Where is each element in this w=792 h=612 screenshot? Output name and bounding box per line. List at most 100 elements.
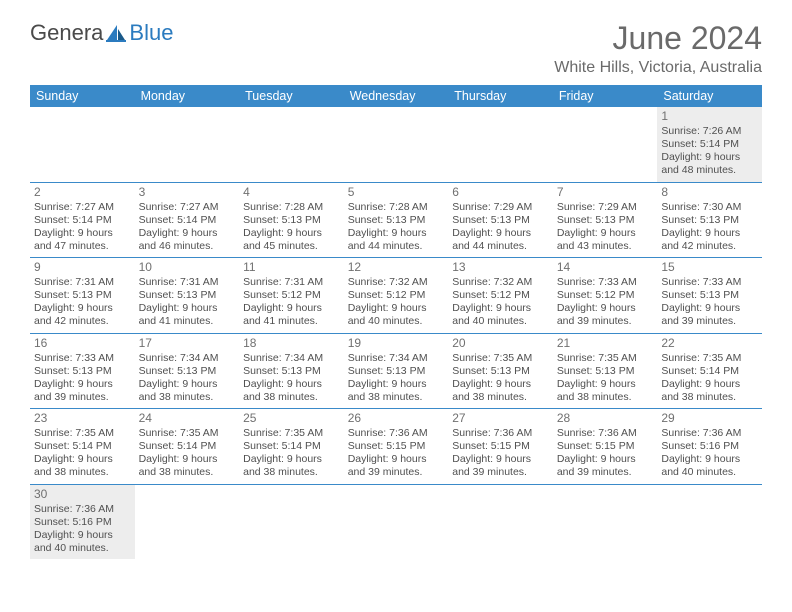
daylight-text: Daylight: 9 hours — [139, 378, 236, 391]
daylight-text: Daylight: 9 hours — [557, 453, 654, 466]
calendar-day-cell — [30, 107, 135, 182]
title-block: June 2024 White Hills, Victoria, Austral… — [554, 20, 762, 77]
day-number: 21 — [557, 336, 654, 351]
daylight-text: and 43 minutes. — [557, 240, 654, 253]
logo-sail-icon — [105, 23, 127, 43]
calendar-day-cell — [657, 484, 762, 559]
sunset-text: Sunset: 5:13 PM — [557, 365, 654, 378]
sunset-text: Sunset: 5:12 PM — [348, 289, 445, 302]
daylight-text: Daylight: 9 hours — [452, 378, 549, 391]
calendar-day-cell: 18Sunrise: 7:34 AMSunset: 5:13 PMDayligh… — [239, 333, 344, 409]
calendar-day-cell — [448, 484, 553, 559]
sunset-text: Sunset: 5:13 PM — [348, 365, 445, 378]
sunset-text: Sunset: 5:16 PM — [34, 516, 131, 529]
daylight-text: and 40 minutes. — [34, 542, 131, 555]
sunrise-text: Sunrise: 7:28 AM — [243, 201, 340, 214]
calendar-day-cell: 22Sunrise: 7:35 AMSunset: 5:14 PMDayligh… — [657, 333, 762, 409]
daylight-text: and 39 minutes. — [557, 466, 654, 479]
daylight-text: Daylight: 9 hours — [661, 227, 758, 240]
day-number: 19 — [348, 336, 445, 351]
day-number: 27 — [452, 411, 549, 426]
daylight-text: and 40 minutes. — [661, 466, 758, 479]
daylight-text: and 47 minutes. — [34, 240, 131, 253]
day-number: 23 — [34, 411, 131, 426]
logo-text-1: Genera — [30, 20, 103, 46]
calendar-table: SundayMondayTuesdayWednesdayThursdayFrid… — [30, 85, 762, 559]
sunrise-text: Sunrise: 7:31 AM — [243, 276, 340, 289]
calendar-day-cell — [553, 107, 658, 182]
day-number: 9 — [34, 260, 131, 275]
sunrise-text: Sunrise: 7:36 AM — [452, 427, 549, 440]
calendar-day-cell — [344, 484, 449, 559]
calendar-day-cell — [239, 484, 344, 559]
sunrise-text: Sunrise: 7:36 AM — [348, 427, 445, 440]
daylight-text: Daylight: 9 hours — [661, 302, 758, 315]
sunset-text: Sunset: 5:13 PM — [452, 214, 549, 227]
daylight-text: and 40 minutes. — [452, 315, 549, 328]
calendar-day-cell — [239, 107, 344, 182]
weekday-header: Sunday — [30, 85, 135, 107]
day-number: 29 — [661, 411, 758, 426]
daylight-text: Daylight: 9 hours — [139, 227, 236, 240]
daylight-text: and 44 minutes. — [348, 240, 445, 253]
sunrise-text: Sunrise: 7:36 AM — [661, 427, 758, 440]
sunset-text: Sunset: 5:13 PM — [348, 214, 445, 227]
location: White Hills, Victoria, Australia — [554, 59, 762, 77]
weekday-header: Wednesday — [344, 85, 449, 107]
weekday-header: Friday — [553, 85, 658, 107]
calendar-day-cell: 7Sunrise: 7:29 AMSunset: 5:13 PMDaylight… — [553, 182, 658, 258]
calendar-day-cell: 20Sunrise: 7:35 AMSunset: 5:13 PMDayligh… — [448, 333, 553, 409]
daylight-text: Daylight: 9 hours — [557, 378, 654, 391]
sunset-text: Sunset: 5:13 PM — [661, 289, 758, 302]
sunrise-text: Sunrise: 7:27 AM — [34, 201, 131, 214]
sunrise-text: Sunrise: 7:28 AM — [348, 201, 445, 214]
day-number: 2 — [34, 185, 131, 200]
daylight-text: Daylight: 9 hours — [661, 378, 758, 391]
daylight-text: Daylight: 9 hours — [139, 302, 236, 315]
day-number: 6 — [452, 185, 549, 200]
daylight-text: Daylight: 9 hours — [34, 378, 131, 391]
sunrise-text: Sunrise: 7:35 AM — [34, 427, 131, 440]
sunset-text: Sunset: 5:13 PM — [661, 214, 758, 227]
day-number: 22 — [661, 336, 758, 351]
sunrise-text: Sunrise: 7:34 AM — [139, 352, 236, 365]
calendar-day-cell: 17Sunrise: 7:34 AMSunset: 5:13 PMDayligh… — [135, 333, 240, 409]
daylight-text: Daylight: 9 hours — [34, 227, 131, 240]
calendar-day-cell — [448, 107, 553, 182]
logo: Genera Blue — [30, 20, 173, 46]
sunset-text: Sunset: 5:15 PM — [348, 440, 445, 453]
day-number: 24 — [139, 411, 236, 426]
sunrise-text: Sunrise: 7:33 AM — [34, 352, 131, 365]
day-number: 8 — [661, 185, 758, 200]
daylight-text: Daylight: 9 hours — [348, 453, 445, 466]
sunrise-text: Sunrise: 7:33 AM — [557, 276, 654, 289]
calendar-day-cell: 10Sunrise: 7:31 AMSunset: 5:13 PMDayligh… — [135, 258, 240, 334]
daylight-text: and 46 minutes. — [139, 240, 236, 253]
daylight-text: and 39 minutes. — [348, 466, 445, 479]
day-number: 4 — [243, 185, 340, 200]
calendar-week-row: 9Sunrise: 7:31 AMSunset: 5:13 PMDaylight… — [30, 258, 762, 334]
daylight-text: Daylight: 9 hours — [243, 302, 340, 315]
daylight-text: and 41 minutes. — [243, 315, 340, 328]
day-number: 18 — [243, 336, 340, 351]
calendar-day-cell: 14Sunrise: 7:33 AMSunset: 5:12 PMDayligh… — [553, 258, 658, 334]
calendar-week-row: 16Sunrise: 7:33 AMSunset: 5:13 PMDayligh… — [30, 333, 762, 409]
calendar-day-cell: 16Sunrise: 7:33 AMSunset: 5:13 PMDayligh… — [30, 333, 135, 409]
calendar-day-cell: 21Sunrise: 7:35 AMSunset: 5:13 PMDayligh… — [553, 333, 658, 409]
calendar-day-cell — [135, 107, 240, 182]
calendar-day-cell: 13Sunrise: 7:32 AMSunset: 5:12 PMDayligh… — [448, 258, 553, 334]
daylight-text: Daylight: 9 hours — [348, 378, 445, 391]
daylight-text: and 38 minutes. — [661, 391, 758, 404]
daylight-text: Daylight: 9 hours — [34, 302, 131, 315]
sunrise-text: Sunrise: 7:32 AM — [452, 276, 549, 289]
day-number: 20 — [452, 336, 549, 351]
sunrise-text: Sunrise: 7:35 AM — [661, 352, 758, 365]
daylight-text: and 39 minutes. — [34, 391, 131, 404]
sunrise-text: Sunrise: 7:35 AM — [243, 427, 340, 440]
sunset-text: Sunset: 5:13 PM — [557, 214, 654, 227]
daylight-text: Daylight: 9 hours — [557, 302, 654, 315]
daylight-text: and 38 minutes. — [139, 466, 236, 479]
daylight-text: and 39 minutes. — [452, 466, 549, 479]
calendar-week-row: 2Sunrise: 7:27 AMSunset: 5:14 PMDaylight… — [30, 182, 762, 258]
calendar-day-cell: 8Sunrise: 7:30 AMSunset: 5:13 PMDaylight… — [657, 182, 762, 258]
